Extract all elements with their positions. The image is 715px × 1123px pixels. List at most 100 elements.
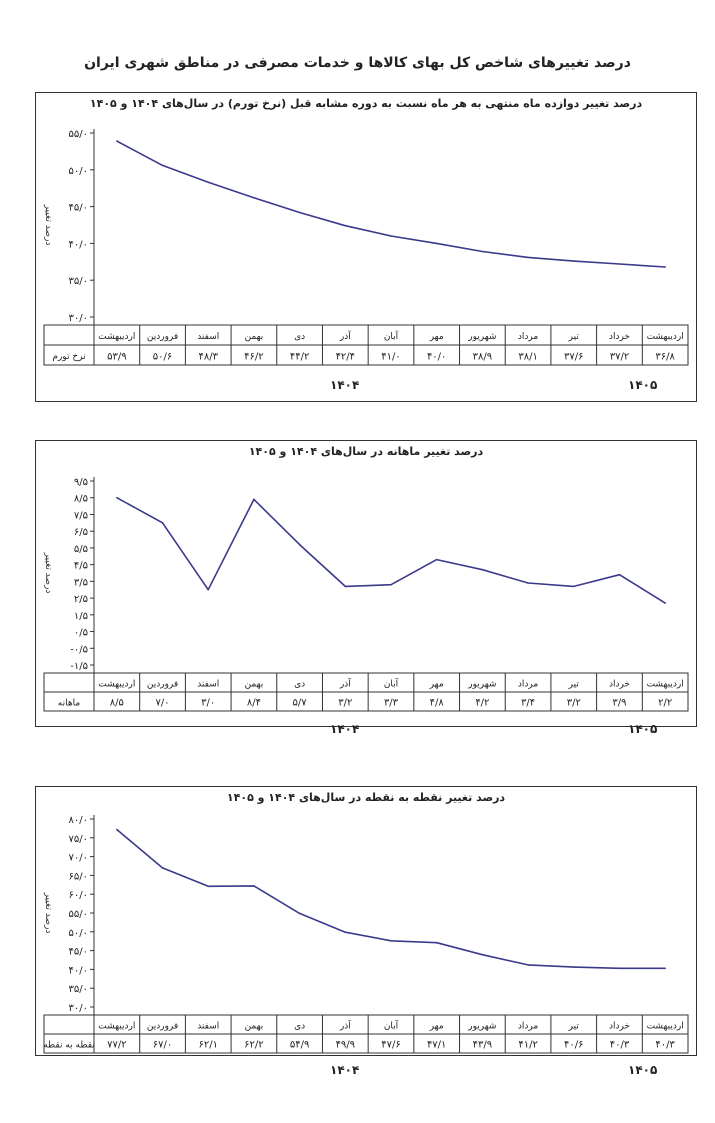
y-tick-label: ۴۰/۰ <box>69 239 88 250</box>
data-value-label: ۳۷/۲ <box>610 351 629 362</box>
x-tick-label: خرداد <box>609 332 630 342</box>
y-tick-label: ۸۰/۰ <box>69 815 88 826</box>
data-value-label: ۴۹/۹ <box>336 1040 355 1051</box>
data-point <box>390 583 392 586</box>
year-label-1404: ۱۴۰۴ <box>330 378 360 392</box>
x-tick-label: شهریور <box>467 332 496 342</box>
data-value-label: ۵۳/۹ <box>107 351 126 362</box>
x-tick-label: تیر <box>568 679 580 689</box>
y-tick-label: ۰/۵ <box>74 628 88 639</box>
x-tick-label: فروردین <box>147 332 178 342</box>
year-label-1404: ۱۴۰۴ <box>330 1063 360 1077</box>
data-point <box>116 828 118 831</box>
x-tick-label: اردیبهشت <box>647 679 684 689</box>
data-point <box>344 585 347 588</box>
data-value-label: ۴۰/۶ <box>564 1040 583 1051</box>
data-point <box>207 885 210 888</box>
x-tick-label: آذر <box>339 330 351 342</box>
data-point <box>435 941 438 944</box>
data-point <box>664 967 666 970</box>
data-point <box>572 966 575 968</box>
data-value-label: ۳/۴ <box>521 698 535 709</box>
x-tick-label: آبان <box>384 330 399 342</box>
data-value-label: ۴۴/۲ <box>290 351 309 362</box>
y-tick-label: ۴/۵ <box>74 561 88 572</box>
data-value-label: ۵۰/۶ <box>153 351 172 362</box>
data-point <box>618 573 621 576</box>
y-tick-label: ۷۵/۰ <box>69 834 88 845</box>
x-tick-label: اسفند <box>197 1021 219 1031</box>
y-axis-label: درصد تغییر <box>43 204 53 246</box>
data-value-label: ۴۷/۶ <box>381 1040 400 1051</box>
data-value-label: ۴۶/۲ <box>244 351 263 362</box>
y-tick-label: ۳/۵ <box>74 577 88 588</box>
x-tick-label: دی <box>294 332 305 342</box>
data-value-label: ۵۴/۹ <box>290 1040 309 1051</box>
data-point <box>253 498 255 501</box>
x-tick-label: دی <box>294 679 305 689</box>
x-tick-label: اردیبهشت <box>647 332 684 342</box>
data-value-label: ۸/۴ <box>247 698 261 709</box>
x-tick-label: اسفند <box>197 332 219 342</box>
y-tick-label: ۷۰/۰ <box>69 853 88 864</box>
y-axis-label: درصد تغییر <box>43 552 53 594</box>
data-point <box>527 964 529 966</box>
data-value-label: ۷/۰ <box>155 698 169 709</box>
x-tick-label: بهمن <box>245 1021 264 1031</box>
monthly-change-chart: -۱/۵ -۰/۵ ۰/۵ ۱/۵ ۲/۵ ۳/۵ ۴/۵ ۵/۵ ۶/۵ ۷/۵ ۸/۵ ۹/۵ در… <box>43 477 689 712</box>
data-point <box>207 588 210 591</box>
series-name-label: نرخ تورم <box>52 352 85 362</box>
data-point <box>298 912 301 915</box>
y-tick-label: ۵/۵ <box>74 544 88 555</box>
data-value-label: ۳۸/۱ <box>518 351 537 362</box>
y-tick-label: ۳۰/۰ <box>69 313 88 324</box>
chart-title: درصد تغییر دوازده ماه منتهی به هر ماه نس… <box>89 97 643 110</box>
data-point <box>481 953 484 956</box>
data-value-label: ۸/۵ <box>110 698 124 709</box>
data-point <box>344 931 347 933</box>
data-value-label: ۴۰/۰ <box>427 351 446 362</box>
data-value-label: ۲/۲ <box>658 698 672 709</box>
data-point <box>481 250 484 253</box>
data-point <box>664 602 666 604</box>
y-tick-label: ۶۵/۰ <box>69 871 88 882</box>
y-axis-label: درصد تغییر <box>43 892 53 934</box>
y-tick-label: ۵۵/۰ <box>69 129 88 140</box>
x-tick-label: اردیبهشت <box>98 679 135 689</box>
year-label-1405: ۱۴۰۵ <box>628 378 658 392</box>
year-label-1404: ۱۴۰۴ <box>330 722 360 736</box>
year-label-1405: ۱۴۰۵ <box>628 722 658 736</box>
x-tick-label: فروردین <box>147 1021 178 1031</box>
page-title: درصد تغییرهای شاخص کل بهای کالاها و خدما… <box>84 55 631 71</box>
y-tick-label: ۷/۵ <box>74 510 88 521</box>
data-value-label: ۳۶/۸ <box>655 351 675 362</box>
data-value-label: ۵/۷ <box>293 698 308 709</box>
x-tick-label: آبان <box>384 1019 399 1031</box>
data-value-label: ۳/۳ <box>384 698 399 709</box>
y-tick-label: ۵۵/۰ <box>69 909 88 920</box>
data-point <box>298 543 301 546</box>
y-tick-label: ۱/۵ <box>74 611 88 622</box>
data-point <box>435 558 438 561</box>
inflation-rate-chart: ۳۰/۰ ۳۵/۰ ۴۰/۰ ۴۵/۰ ۵۰/۰ ۵۵/۰ درصد تغییر نرخ تو… <box>43 129 689 366</box>
data-point <box>116 140 118 142</box>
data-value-label: ۴/۸ <box>430 698 445 709</box>
x-tick-label: فروردین <box>147 679 178 689</box>
data-point <box>207 181 210 184</box>
y-tick-label: -۰/۵ <box>70 644 88 655</box>
y-tick-label: ۴۵/۰ <box>69 203 88 214</box>
x-tick-label: بهمن <box>245 679 264 689</box>
data-value-label: ۷۷/۲ <box>107 1040 126 1051</box>
data-point <box>298 211 301 214</box>
series-line <box>116 828 666 970</box>
data-point <box>344 224 347 227</box>
data-value-label: ۳/۰ <box>201 698 215 709</box>
x-tick-label: مهر <box>429 1021 444 1031</box>
chart-title: درصد تغییر نقطه به نقطه در سال‌های ۱۴۰۴ … <box>226 791 506 804</box>
x-tick-label: مرداد <box>518 679 538 689</box>
data-value-label: ۳/۲ <box>338 698 352 709</box>
x-tick-label: مهر <box>429 332 444 342</box>
x-tick-label: اردیبهشت <box>98 332 135 342</box>
data-value-label: ۴۸/۳ <box>198 351 218 362</box>
x-tick-label: تیر <box>568 332 580 342</box>
